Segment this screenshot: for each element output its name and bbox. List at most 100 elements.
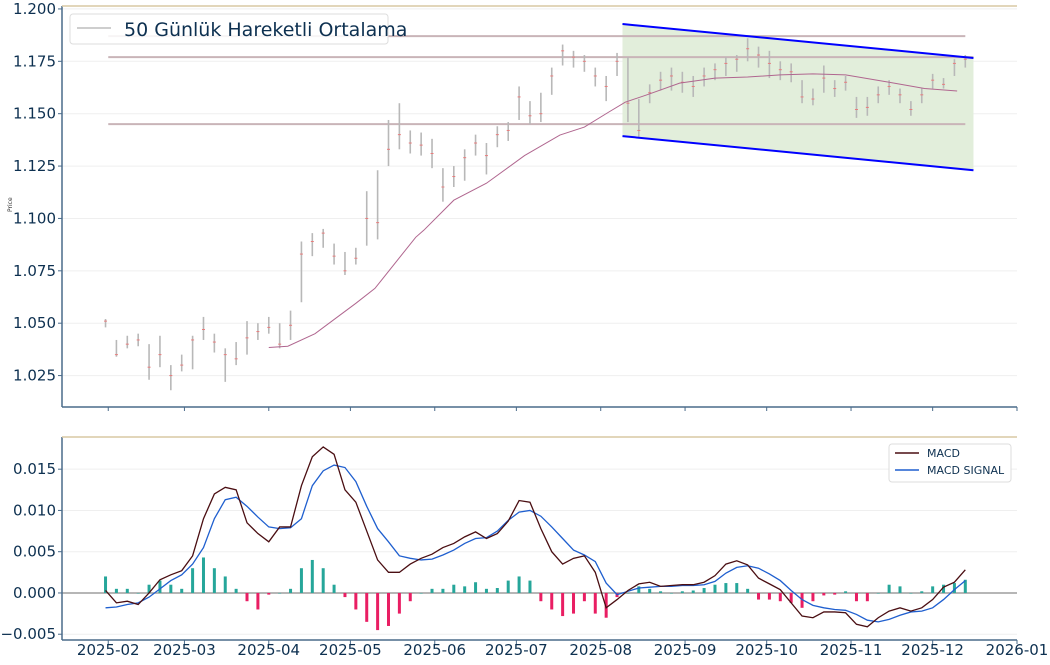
- histogram-bar: [256, 592, 260, 610]
- x-tick-label: 2025-09: [654, 641, 717, 659]
- histogram-bar: [201, 557, 205, 593]
- histogram-bar: [452, 584, 456, 593]
- histogram-bar: [931, 586, 935, 593]
- histogram-bar: [844, 591, 848, 593]
- histogram-bar: [669, 592, 673, 594]
- histogram-bar: [343, 592, 347, 598]
- x-tick-label: 2025-02: [77, 641, 140, 659]
- x-tick-label: 2025-12: [901, 641, 964, 659]
- histogram-bar: [212, 568, 216, 593]
- histogram-bar: [169, 584, 173, 593]
- y-axis-label: Price: [7, 197, 14, 212]
- price-y-tick-label: 1.100: [13, 209, 56, 227]
- histogram-bar: [463, 586, 467, 593]
- histogram-bar: [517, 576, 521, 593]
- histogram-bar: [626, 592, 630, 594]
- macd-lines: [105, 446, 966, 628]
- macd-signal-line: [105, 464, 966, 623]
- histogram-bar: [136, 592, 140, 594]
- legend-bottom: MACD MACD SIGNAL: [888, 443, 1012, 483]
- histogram-bar: [757, 592, 761, 600]
- channel-fill: [622, 24, 974, 171]
- histogram-bar: [963, 579, 967, 593]
- histogram-bar: [441, 588, 445, 593]
- histogram-bar: [637, 586, 641, 593]
- histogram-bar: [680, 591, 684, 593]
- histogram-bar: [854, 592, 858, 602]
- histogram-bar: [223, 576, 227, 593]
- macd-y-tick-label: 0.015: [13, 460, 56, 478]
- x-tick-label: 2025-05: [319, 641, 382, 659]
- histogram-bar: [321, 568, 325, 593]
- histogram-bar: [767, 592, 771, 600]
- legend-top: 50 Günlük Hareketli Ortalama: [69, 13, 407, 45]
- macd-axes: −0.005 0.000 0.005 0.010 0.015 2025-02 2025-03…: [0, 436, 1049, 659]
- histogram-bar: [278, 592, 282, 594]
- price-y-tick-label: 1.025: [13, 367, 56, 385]
- price-y-tick-label: 1.175: [13, 52, 56, 70]
- histogram-bar: [898, 586, 902, 593]
- histogram-bar: [147, 584, 151, 593]
- histogram-bar: [332, 584, 336, 593]
- channel-upper-line: [622, 23, 974, 59]
- histogram-bar: [408, 592, 412, 602]
- histogram-bar: [659, 591, 663, 593]
- histogram-bar: [778, 592, 782, 602]
- price-y-tick-label: 1.200: [13, 0, 56, 18]
- histogram-bar: [800, 592, 804, 608]
- histogram-bar: [376, 592, 380, 631]
- macd-y-tick-label: 0.005: [13, 543, 56, 561]
- x-tick-label: 2026-01: [986, 641, 1049, 659]
- legend-signal-label: MACD SIGNAL: [927, 464, 1005, 477]
- histogram-bar: [789, 592, 793, 603]
- price-y-tick-label: 1.075: [13, 262, 56, 280]
- histogram-bar: [909, 592, 913, 594]
- macd-line: [105, 446, 966, 628]
- histogram-bar: [713, 584, 717, 593]
- legend-macd-label: MACD: [927, 447, 960, 460]
- histogram-bar: [104, 576, 108, 593]
- histogram-bar: [299, 568, 303, 593]
- histogram-bar: [430, 588, 434, 593]
- histogram-bar: [474, 582, 478, 593]
- histogram-bar: [702, 588, 706, 593]
- macd-gridlines: [62, 468, 1017, 635]
- histogram-bar: [724, 583, 728, 593]
- histogram-bar: [572, 592, 576, 614]
- histogram-bar: [397, 592, 401, 614]
- trend-channel: [622, 23, 974, 172]
- x-tick-label: 2025-03: [153, 641, 216, 659]
- histogram-bar: [833, 592, 837, 595]
- macd-y-tick-label: 0.010: [13, 501, 56, 519]
- histogram-bar: [289, 588, 293, 593]
- x-tick-label: 2025-11: [820, 641, 883, 659]
- price-axes: 1.025 1.050 1.075 1.100 1.125 1.150 1.175 1.200: [13, 0, 1018, 411]
- histogram-bar: [920, 591, 924, 593]
- histogram-bar: [495, 588, 499, 593]
- histogram-bar: [887, 584, 891, 593]
- histogram-bar: [158, 580, 162, 593]
- histogram-bar: [582, 592, 586, 602]
- price-y-tick-label: 1.150: [13, 105, 56, 123]
- histogram-bar: [310, 559, 314, 593]
- x-tick-label: 2025-07: [485, 641, 548, 659]
- moving-average-line: [268, 73, 958, 348]
- histogram-bar: [267, 592, 271, 595]
- histogram-bar: [484, 588, 488, 593]
- histogram-bar: [419, 592, 423, 594]
- histogram-bar: [539, 592, 543, 602]
- moving-average-50-line: [268, 73, 958, 348]
- x-tick-label: 2025-10: [735, 641, 798, 659]
- channel-lower-line: [622, 135, 974, 172]
- x-tick-label: 2025-08: [569, 641, 632, 659]
- histogram-bar: [114, 588, 118, 593]
- macd-panel: −0.005 0.000 0.005 0.010 0.015 2025-02 2025-03…: [0, 436, 1049, 659]
- histogram-bar: [952, 583, 956, 593]
- histogram-bar: [354, 592, 358, 610]
- channel-area: [622, 24, 974, 171]
- histogram-bar: [746, 588, 750, 593]
- histogram-bar: [180, 588, 184, 593]
- histogram-bar: [386, 592, 390, 626]
- ohlc-bars: [104, 38, 967, 391]
